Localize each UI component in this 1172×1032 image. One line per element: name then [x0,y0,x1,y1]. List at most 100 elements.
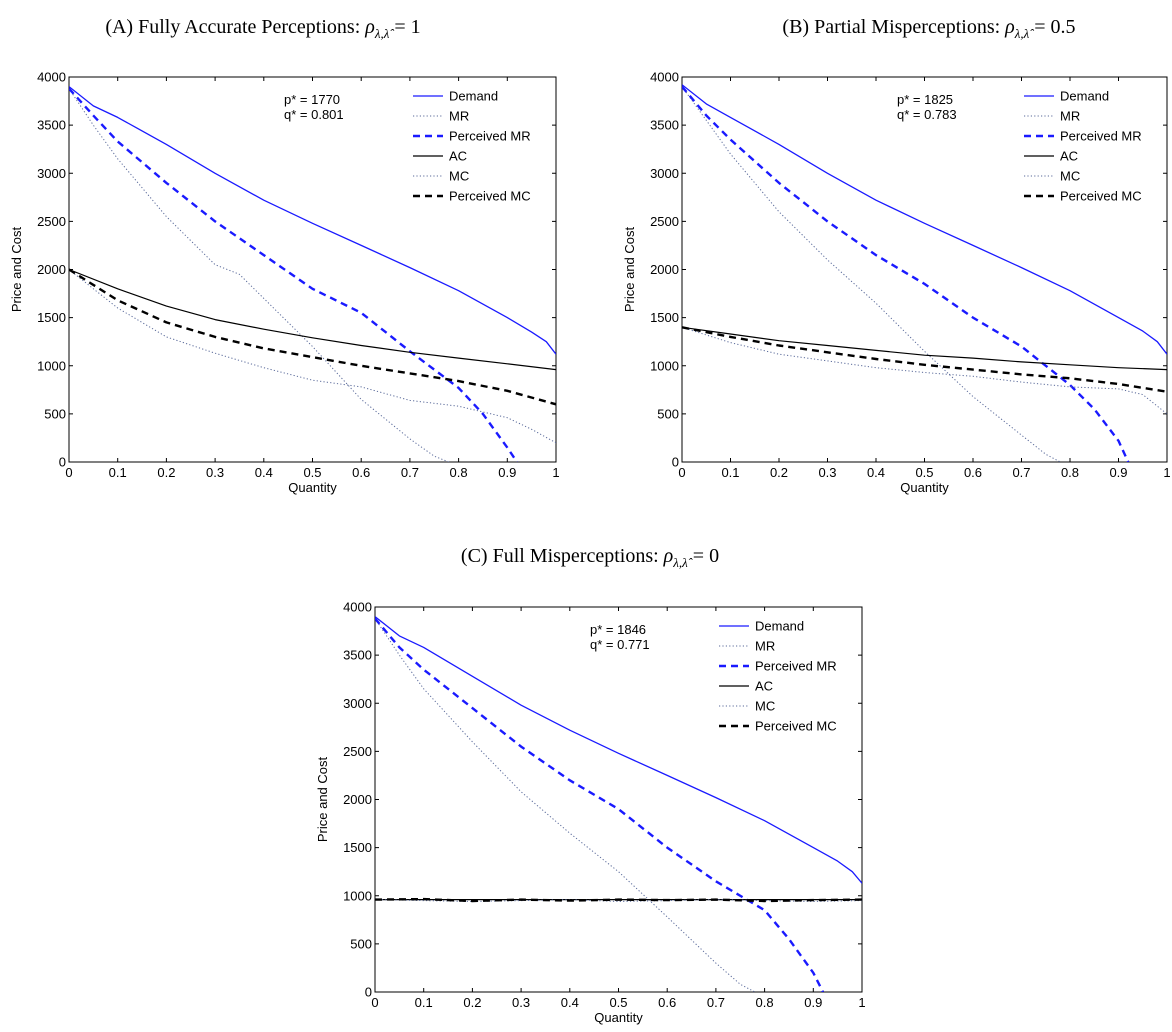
x-tick-label: 0.7 [401,465,419,480]
panel-title-eq: = 0 [688,545,719,567]
y-tick-label: 2000 [650,262,679,277]
x-tick-label: 0.5 [915,465,933,480]
legend-label: Perceived MR [449,129,531,144]
annotation-p-star: p* = 1825 [897,92,953,107]
series-group [69,86,556,462]
y-tick-label: 500 [44,406,66,421]
panel-title-rho: ρ [663,545,674,567]
x-tick-label: 0.3 [818,465,836,480]
x-tick-label: 0.5 [303,465,321,480]
y-tick-label: 0 [59,455,66,470]
series-line-mr [69,88,450,462]
y-axis-label: Price and Cost [315,756,330,842]
y-tick-label: 1000 [650,358,679,373]
legend-label: Perceived MC [755,719,837,734]
annotation-p-star: p* = 1846 [590,622,646,637]
x-tick-label: 0.5 [609,995,627,1010]
series-line-mr [375,618,756,992]
y-tick-label: 3000 [343,696,372,711]
panel-title-text: (A) Fully Accurate Perceptions: [105,16,365,38]
series-line-perceived-mr [682,85,1130,462]
chart-panel-a: (A) Fully Accurate Perceptions: ρλ,λ̂ = … [9,16,560,495]
panel-title: (A) Fully Accurate Perceptions: ρλ,λ̂ = … [105,16,420,41]
legend-label: Perceived MR [755,659,837,674]
series-line-perceived-mc [375,897,862,903]
series-line-ac [682,326,1167,371]
panel-title-text: (C) Full Misperceptions: [461,545,664,567]
series-line-perceived-mc [682,326,1167,393]
y-tick-label: 4000 [650,70,679,85]
series-line-perceived-mr [375,617,825,992]
y-tick-label: 2000 [343,792,372,807]
legend-label: MC [755,699,775,714]
panel-title: (B) Partial Misperceptions: ρλ,λ̂ = 0.5 [782,16,1075,41]
legend-label: Demand [1060,89,1109,104]
panel-title-eq: = 1 [389,16,420,38]
x-tick-label: 0 [65,465,72,480]
y-tick-label: 2500 [37,214,66,229]
series-line-demand [682,84,1167,355]
x-tick-label: 1 [552,465,559,480]
series-line-demand [69,86,556,355]
legend-label: Perceived MR [1060,129,1142,144]
legend-label: MC [1060,169,1080,184]
series-line-ac [69,268,556,371]
y-tick-label: 0 [672,455,679,470]
x-tick-label: 0.4 [561,995,579,1010]
y-tick-label: 1000 [343,888,372,903]
series-line-mc [69,269,556,444]
x-tick-label: 0 [371,995,378,1010]
panel-title-rho: ρ [1004,16,1015,38]
y-tick-label: 500 [350,936,372,951]
annotation-p-star: p* = 1770 [284,92,340,107]
panel-title-subscript: λ,λ̂ [374,26,395,41]
x-tick-label: 0.6 [352,465,370,480]
y-tick-label: 3500 [37,118,66,133]
y-tick-label: 2500 [343,744,372,759]
x-tick-label: 0.2 [770,465,788,480]
x-axis-label: Quantity [900,480,949,495]
x-tick-label: 1 [858,995,865,1010]
x-tick-label: 0.8 [1061,465,1079,480]
chart-panel-b: (B) Partial Misperceptions: ρλ,λ̂ = 0.5 0… [622,16,1171,495]
x-tick-label: 0.6 [658,995,676,1010]
y-axis-label: Price and Cost [622,226,637,312]
annotation-q-star: q* = 0.783 [897,107,957,122]
y-tick-label: 500 [657,406,679,421]
series-group [375,616,862,992]
x-tick-label: 0.7 [707,995,725,1010]
panel-title-rho: ρ [364,16,375,38]
x-tick-label: 0.7 [1012,465,1030,480]
series-line-perceived-mc [69,268,556,406]
x-tick-label: 0.2 [157,465,175,480]
y-axis-label: Price and Cost [9,226,24,312]
panel-title-subscript: λ,λ̂ [672,555,693,570]
y-tick-label: 3000 [650,166,679,181]
x-tick-label: 0.8 [450,465,468,480]
legend-label: MR [449,109,469,124]
x-tick-label: 0.6 [964,465,982,480]
y-tick-label: 2000 [37,262,66,277]
panel-title-eq: = 0.5 [1029,16,1075,38]
x-tick-label: 0.1 [109,465,127,480]
x-tick-label: 0.3 [512,995,530,1010]
y-tick-label: 3500 [343,648,372,663]
legend-label: Demand [755,619,804,634]
y-tick-label: 1000 [37,358,66,373]
y-tick-label: 4000 [37,70,66,85]
y-tick-label: 1500 [343,840,372,855]
x-tick-label: 1 [1163,465,1170,480]
x-tick-label: 0.1 [721,465,739,480]
legend-label: Perceived MC [1060,189,1142,204]
annotation-q-star: q* = 0.771 [590,637,650,652]
legend-label: MR [755,639,775,654]
legend-label: MC [449,169,469,184]
y-tick-label: 4000 [343,600,372,615]
panel-title: (C) Full Misperceptions: ρλ,λ̂ = 0 [461,545,719,570]
legend-label: Perceived MC [449,189,531,204]
x-tick-label: 0.9 [498,465,516,480]
y-tick-label: 0 [365,985,372,1000]
x-tick-label: 0.3 [206,465,224,480]
y-tick-label: 1500 [37,310,66,325]
y-tick-label: 1500 [650,310,679,325]
